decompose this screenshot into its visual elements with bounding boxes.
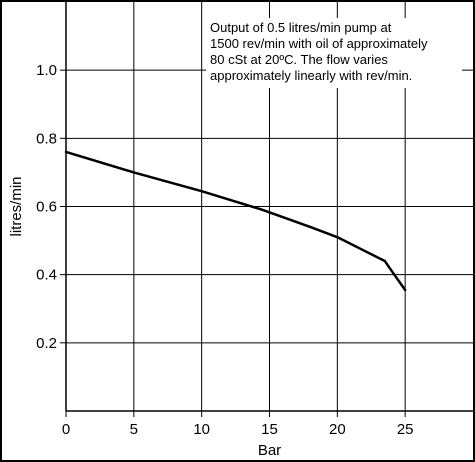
annotation-line: 1500 rev/min with oil of approximately bbox=[210, 36, 428, 51]
y-tick-label: 0.6 bbox=[36, 199, 57, 216]
x-tick-label: 0 bbox=[62, 421, 70, 438]
y-tick-label: 1.0 bbox=[36, 62, 57, 79]
annotation-box bbox=[206, 18, 462, 88]
y-axis-title: litres/min bbox=[8, 176, 25, 236]
y-tick-label: 0.2 bbox=[36, 335, 57, 352]
series-line bbox=[64, 150, 407, 292]
axes bbox=[60, 2, 473, 417]
x-tick-label: 10 bbox=[193, 421, 210, 438]
x-tick-label: 5 bbox=[130, 421, 138, 438]
y-tick-label: 0.8 bbox=[36, 130, 57, 147]
tick-labels: 0 5 10 15 20 25 0.2 0.4 0.6 0.8 1.0 bbox=[36, 62, 413, 438]
annotation-line: approximately linearly with rev/min. bbox=[210, 68, 412, 83]
x-axis-title: Bar bbox=[258, 442, 281, 459]
y-tick-label: 0.4 bbox=[36, 267, 57, 284]
x-tick-label: 15 bbox=[261, 421, 278, 438]
x-tick-label: 25 bbox=[397, 421, 414, 438]
annotation-line: Output of 0.5 litres/min pump at bbox=[210, 20, 392, 35]
x-tick-label: 20 bbox=[329, 421, 346, 438]
series-layer bbox=[64, 150, 407, 292]
annotation-line: 80 cSt at 20ºC. The flow varies bbox=[210, 52, 388, 67]
